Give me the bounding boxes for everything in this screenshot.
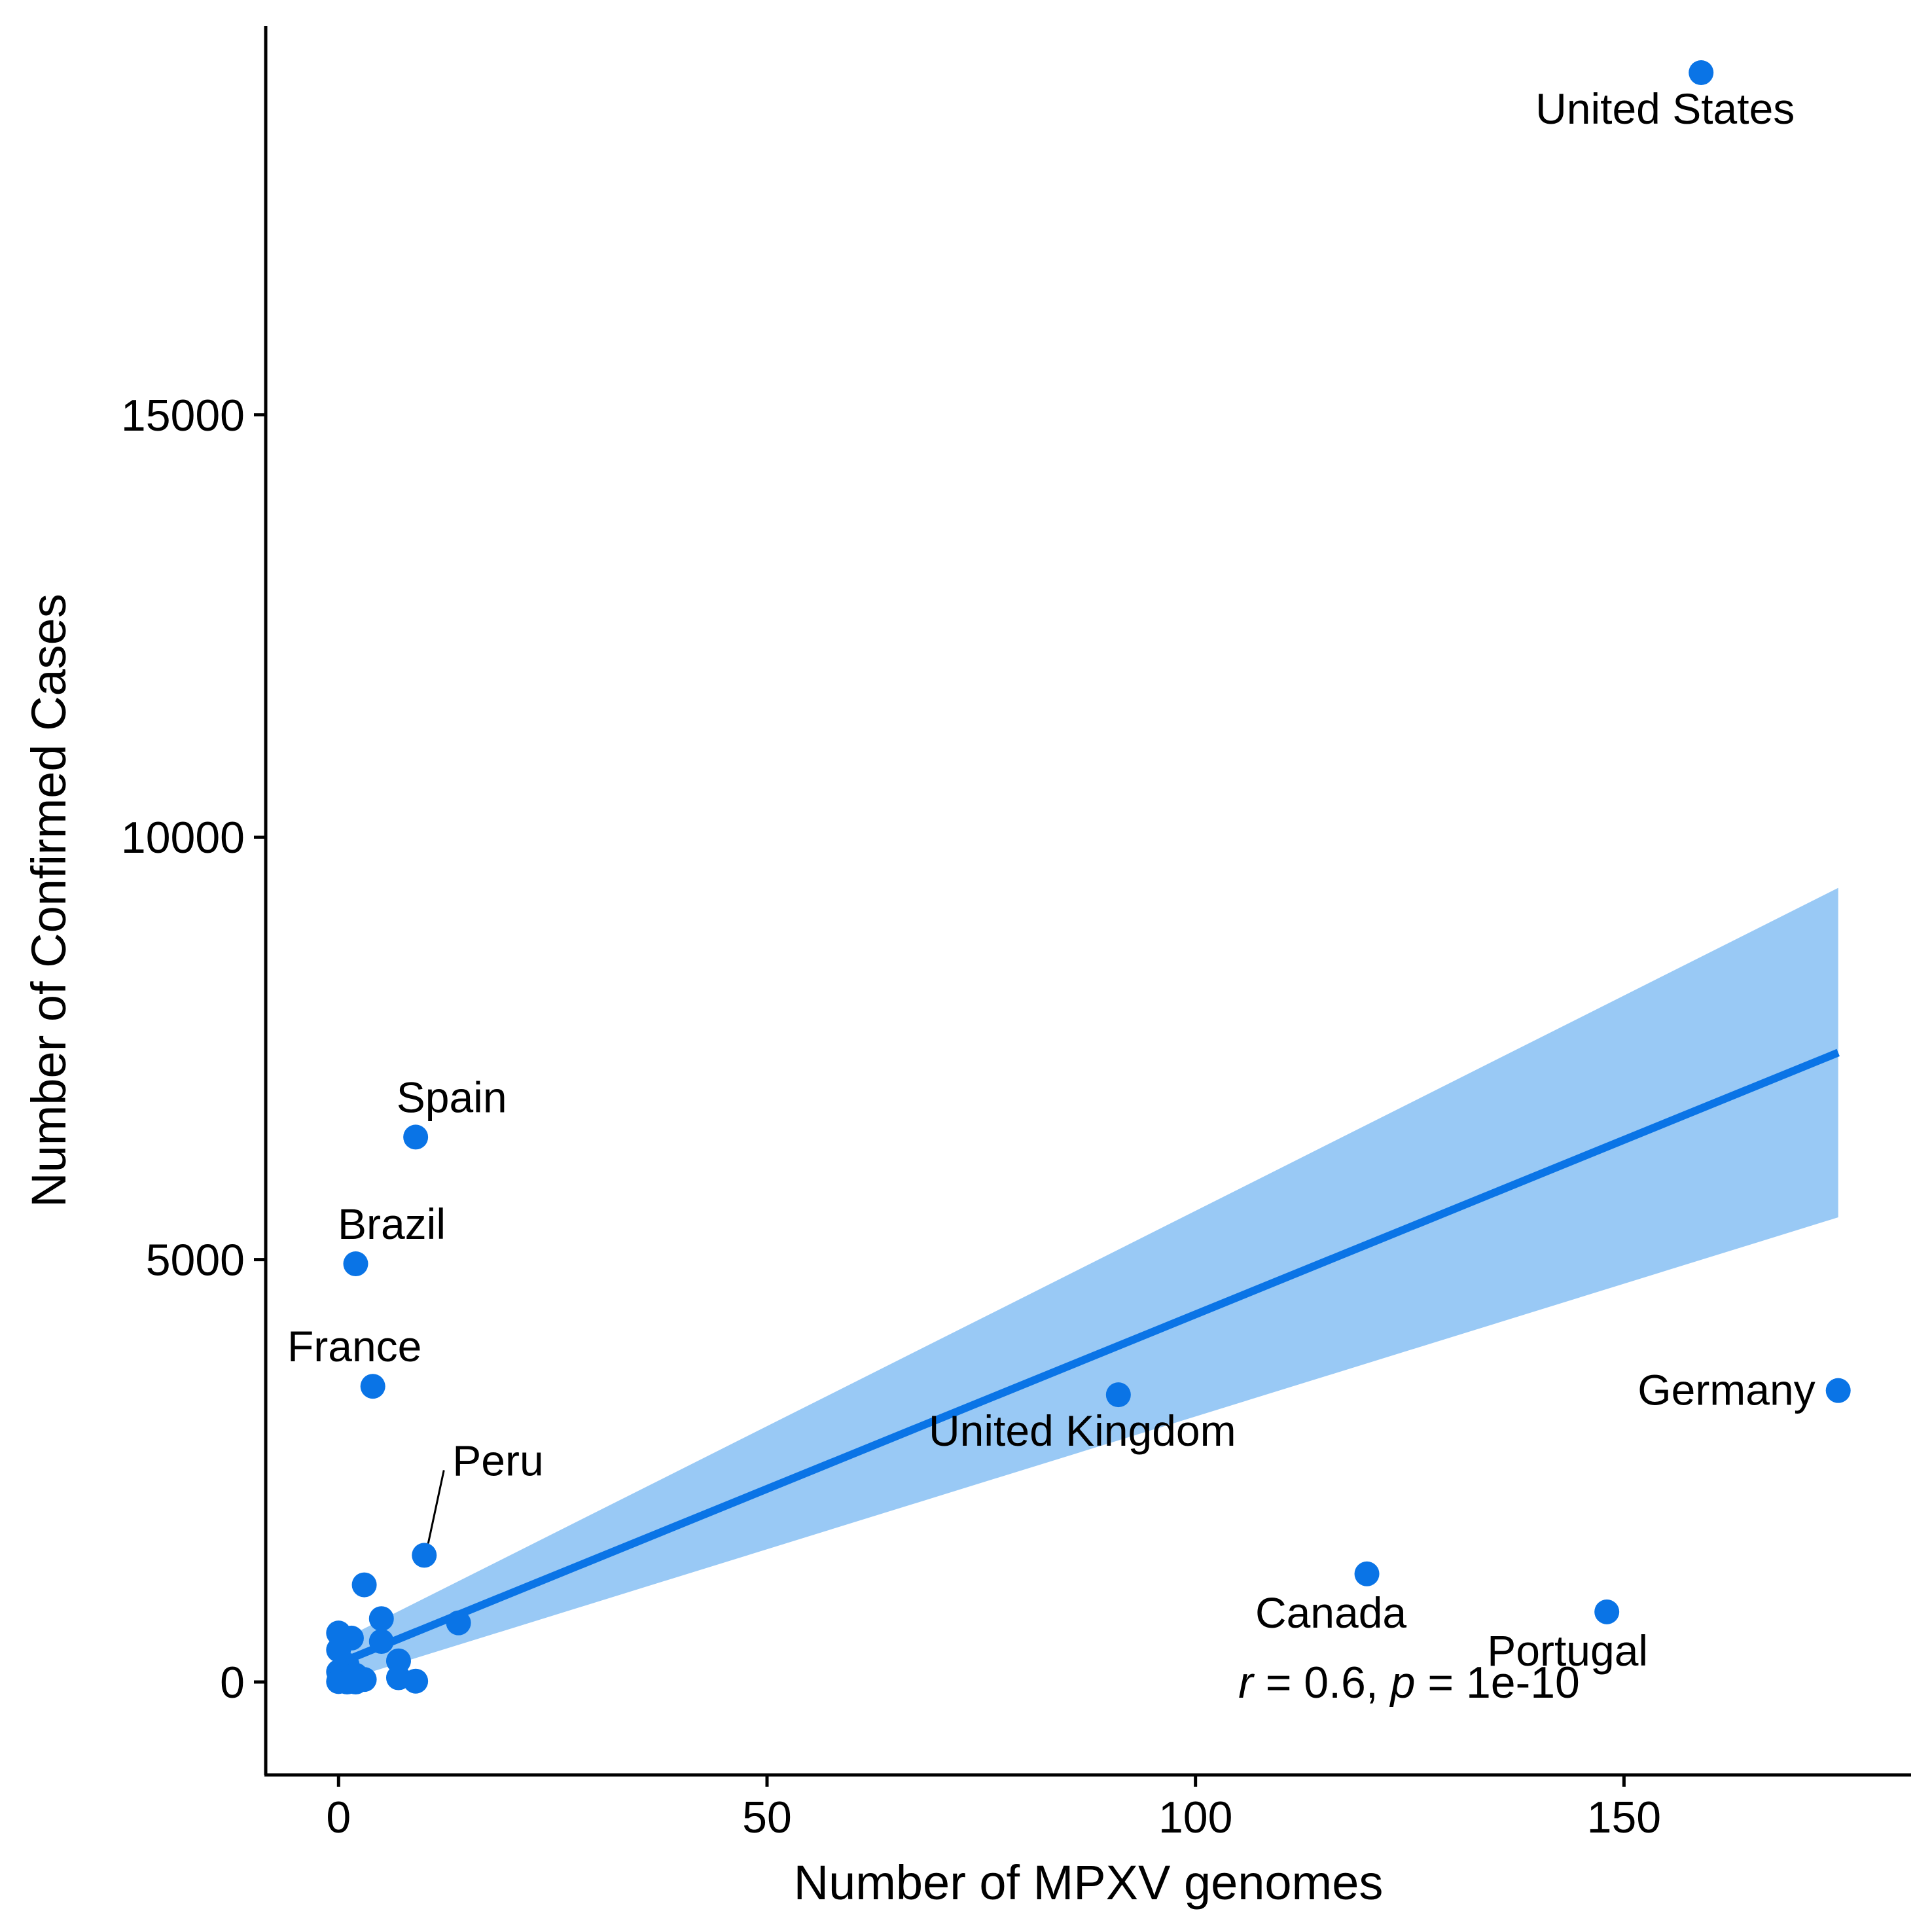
x-tick-label: 0 <box>326 1793 351 1842</box>
point-label-peru: Peru <box>452 1436 543 1484</box>
data-point <box>446 1610 471 1636</box>
x-axis-title: Number of MPXV genomes <box>794 1855 1384 1910</box>
point-label-united-kingdom: United Kingdom <box>929 1406 1236 1455</box>
y-ticks: 0 5000 10000 15000 <box>121 391 266 1708</box>
y-tick-label: 5000 <box>146 1236 245 1285</box>
point-label-canada: Canada <box>1255 1588 1406 1637</box>
data-point <box>343 1670 368 1695</box>
annotation-r-eq: = <box>1253 1658 1304 1708</box>
data-point-spain <box>403 1124 429 1150</box>
y-tick-label: 10000 <box>121 813 245 863</box>
y-tick-label: 15000 <box>121 391 245 440</box>
point-label-france: France <box>287 1322 421 1370</box>
confidence-band <box>338 887 1838 1683</box>
data-point <box>403 1668 429 1694</box>
x-tick-label: 50 <box>742 1793 792 1842</box>
y-tick-label: 0 <box>220 1658 245 1708</box>
annotation-r-symbol: r <box>1238 1658 1255 1708</box>
data-point <box>368 1629 394 1655</box>
annotation-p-symbol: p <box>1389 1658 1416 1708</box>
point-label-spain: Spain <box>397 1073 507 1121</box>
data-point-peru <box>412 1543 437 1568</box>
annotation-p-eq: = <box>1415 1658 1466 1708</box>
x-tick-label: 150 <box>1587 1793 1661 1842</box>
x-ticks: 0 50 100 150 <box>326 1775 1661 1842</box>
x-tick-label: 100 <box>1158 1793 1232 1842</box>
x-axis: 0 50 100 150 <box>264 1773 1911 1842</box>
confidence-band-layer <box>338 887 1838 1683</box>
data-point-germany <box>1825 1378 1851 1403</box>
data-point-france <box>360 1374 385 1399</box>
data-point <box>351 1572 377 1598</box>
data-point-portugal <box>1594 1599 1620 1624</box>
annotation-p-value: 1e-10 <box>1466 1658 1580 1708</box>
data-point-canada <box>1354 1561 1380 1586</box>
annotation-separator: , <box>1366 1658 1391 1708</box>
regression-layer <box>337 1048 1840 1668</box>
data-point <box>368 1606 394 1632</box>
peru-leader-line <box>427 1470 445 1544</box>
point-labels-layer: United States Spain Brazil France Peru United… <box>287 84 1816 1675</box>
data-point-united-kingdom <box>1105 1382 1131 1408</box>
y-axis: 0 5000 10000 15000 <box>121 26 268 1775</box>
regression-line <box>337 1048 1840 1668</box>
point-label-germany: Germany <box>1637 1366 1815 1414</box>
point-label-united-states: United States <box>1535 84 1795 133</box>
correlation-annotation: r = 0.6, p = 1e-10 <box>1238 1658 1580 1708</box>
point-label-brazil: Brazil <box>338 1200 446 1248</box>
data-point-united-states <box>1689 60 1714 85</box>
annotation-r-value: 0.6 <box>1304 1658 1366 1708</box>
y-axis-title: Number of Confirmed Cases <box>22 594 76 1208</box>
point-label-portugal: Portugal <box>1487 1626 1648 1675</box>
points-layer <box>326 60 1851 1695</box>
data-point-brazil <box>343 1251 368 1277</box>
